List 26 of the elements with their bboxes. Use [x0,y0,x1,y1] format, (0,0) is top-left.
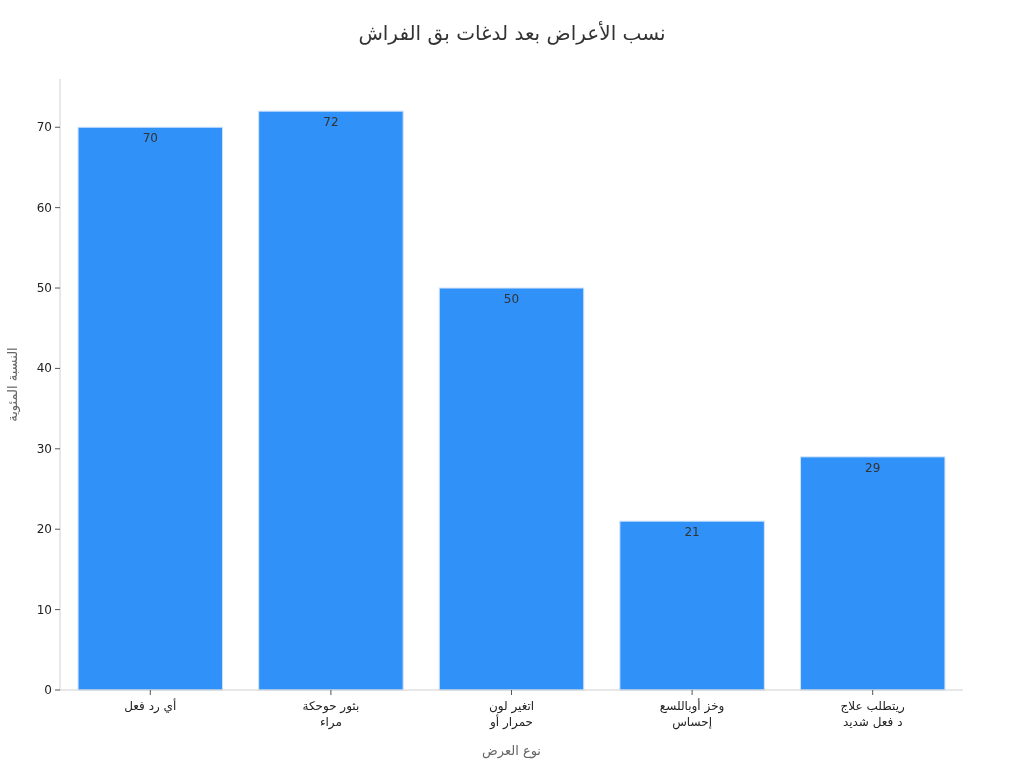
x-tick-label: بثور حوحكة مراء [302,699,360,730]
bar [619,520,765,691]
bar [799,456,946,691]
x-tick-label: اتغير لون حمرار أو [488,699,535,730]
y-tick-label: 30 [36,441,52,456]
bar [258,110,404,691]
y-tick-label: 70 [36,120,52,135]
bar [438,287,585,691]
y-tick-label: 0 [44,683,52,697]
data-label: 29 [865,460,881,475]
y-tick-label: 50 [36,281,52,296]
data-label: 50 [503,292,520,307]
y-tick-label: 40 [36,361,52,376]
data-label: 70 [142,131,158,146]
bar [77,126,224,691]
y-tick-label: 10 [36,602,52,617]
x-tick-label: أي رد فعل [124,698,177,714]
x-tick-label: وخز أوباللسع إحساس [659,698,725,730]
y-axis-title: النسبة المئوية [5,347,21,422]
data-label: 72 [323,115,339,130]
chart-title: نسب الأعراض بعد لدغات بق الفراش [358,21,666,45]
x-tick-label: ريتطلب علاج د فعل شديد [840,699,906,729]
y-tick-label: 60 [36,200,52,215]
data-label: 21 [684,525,700,540]
x-axis-title: نوع العرض [482,743,541,759]
y-tick-label: 20 [36,522,52,537]
